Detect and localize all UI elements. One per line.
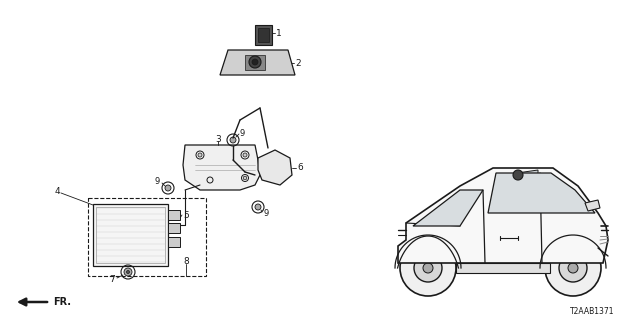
Bar	[168, 223, 180, 233]
Polygon shape	[398, 168, 608, 263]
Text: T2AAB1371: T2AAB1371	[570, 307, 614, 316]
Bar	[96, 207, 165, 263]
Circle shape	[198, 153, 202, 157]
Polygon shape	[488, 173, 595, 213]
Polygon shape	[245, 55, 265, 70]
Text: FR.: FR.	[53, 297, 71, 307]
Polygon shape	[258, 28, 269, 42]
Bar	[88, 198, 206, 276]
Circle shape	[243, 176, 247, 180]
Circle shape	[559, 254, 587, 282]
Polygon shape	[456, 263, 550, 273]
Circle shape	[124, 268, 132, 276]
Text: 4: 4	[54, 188, 60, 196]
Text: 5: 5	[183, 211, 189, 220]
Circle shape	[513, 170, 523, 180]
Circle shape	[165, 185, 171, 191]
Text: 8: 8	[183, 258, 189, 267]
Polygon shape	[496, 170, 538, 190]
Circle shape	[249, 56, 261, 68]
Bar	[168, 237, 180, 247]
Circle shape	[414, 254, 442, 282]
Circle shape	[255, 204, 261, 210]
Circle shape	[545, 240, 601, 296]
Circle shape	[127, 270, 129, 274]
Text: 7: 7	[109, 275, 115, 284]
Text: 6: 6	[297, 164, 303, 172]
Bar	[168, 210, 180, 220]
Text: 3: 3	[215, 134, 221, 143]
Text: 9: 9	[240, 129, 245, 138]
Circle shape	[252, 59, 258, 65]
Polygon shape	[255, 25, 272, 45]
Polygon shape	[183, 145, 260, 190]
Polygon shape	[220, 50, 295, 75]
Polygon shape	[413, 190, 483, 226]
Text: 9: 9	[263, 209, 268, 218]
Bar	[93, 204, 168, 266]
Circle shape	[243, 153, 247, 157]
Circle shape	[400, 240, 456, 296]
Circle shape	[230, 137, 236, 143]
Text: 2: 2	[295, 59, 301, 68]
Polygon shape	[585, 200, 600, 211]
Text: 1: 1	[276, 28, 282, 37]
Circle shape	[423, 263, 433, 273]
Text: 9: 9	[155, 178, 160, 187]
Polygon shape	[258, 150, 292, 185]
Circle shape	[568, 263, 578, 273]
